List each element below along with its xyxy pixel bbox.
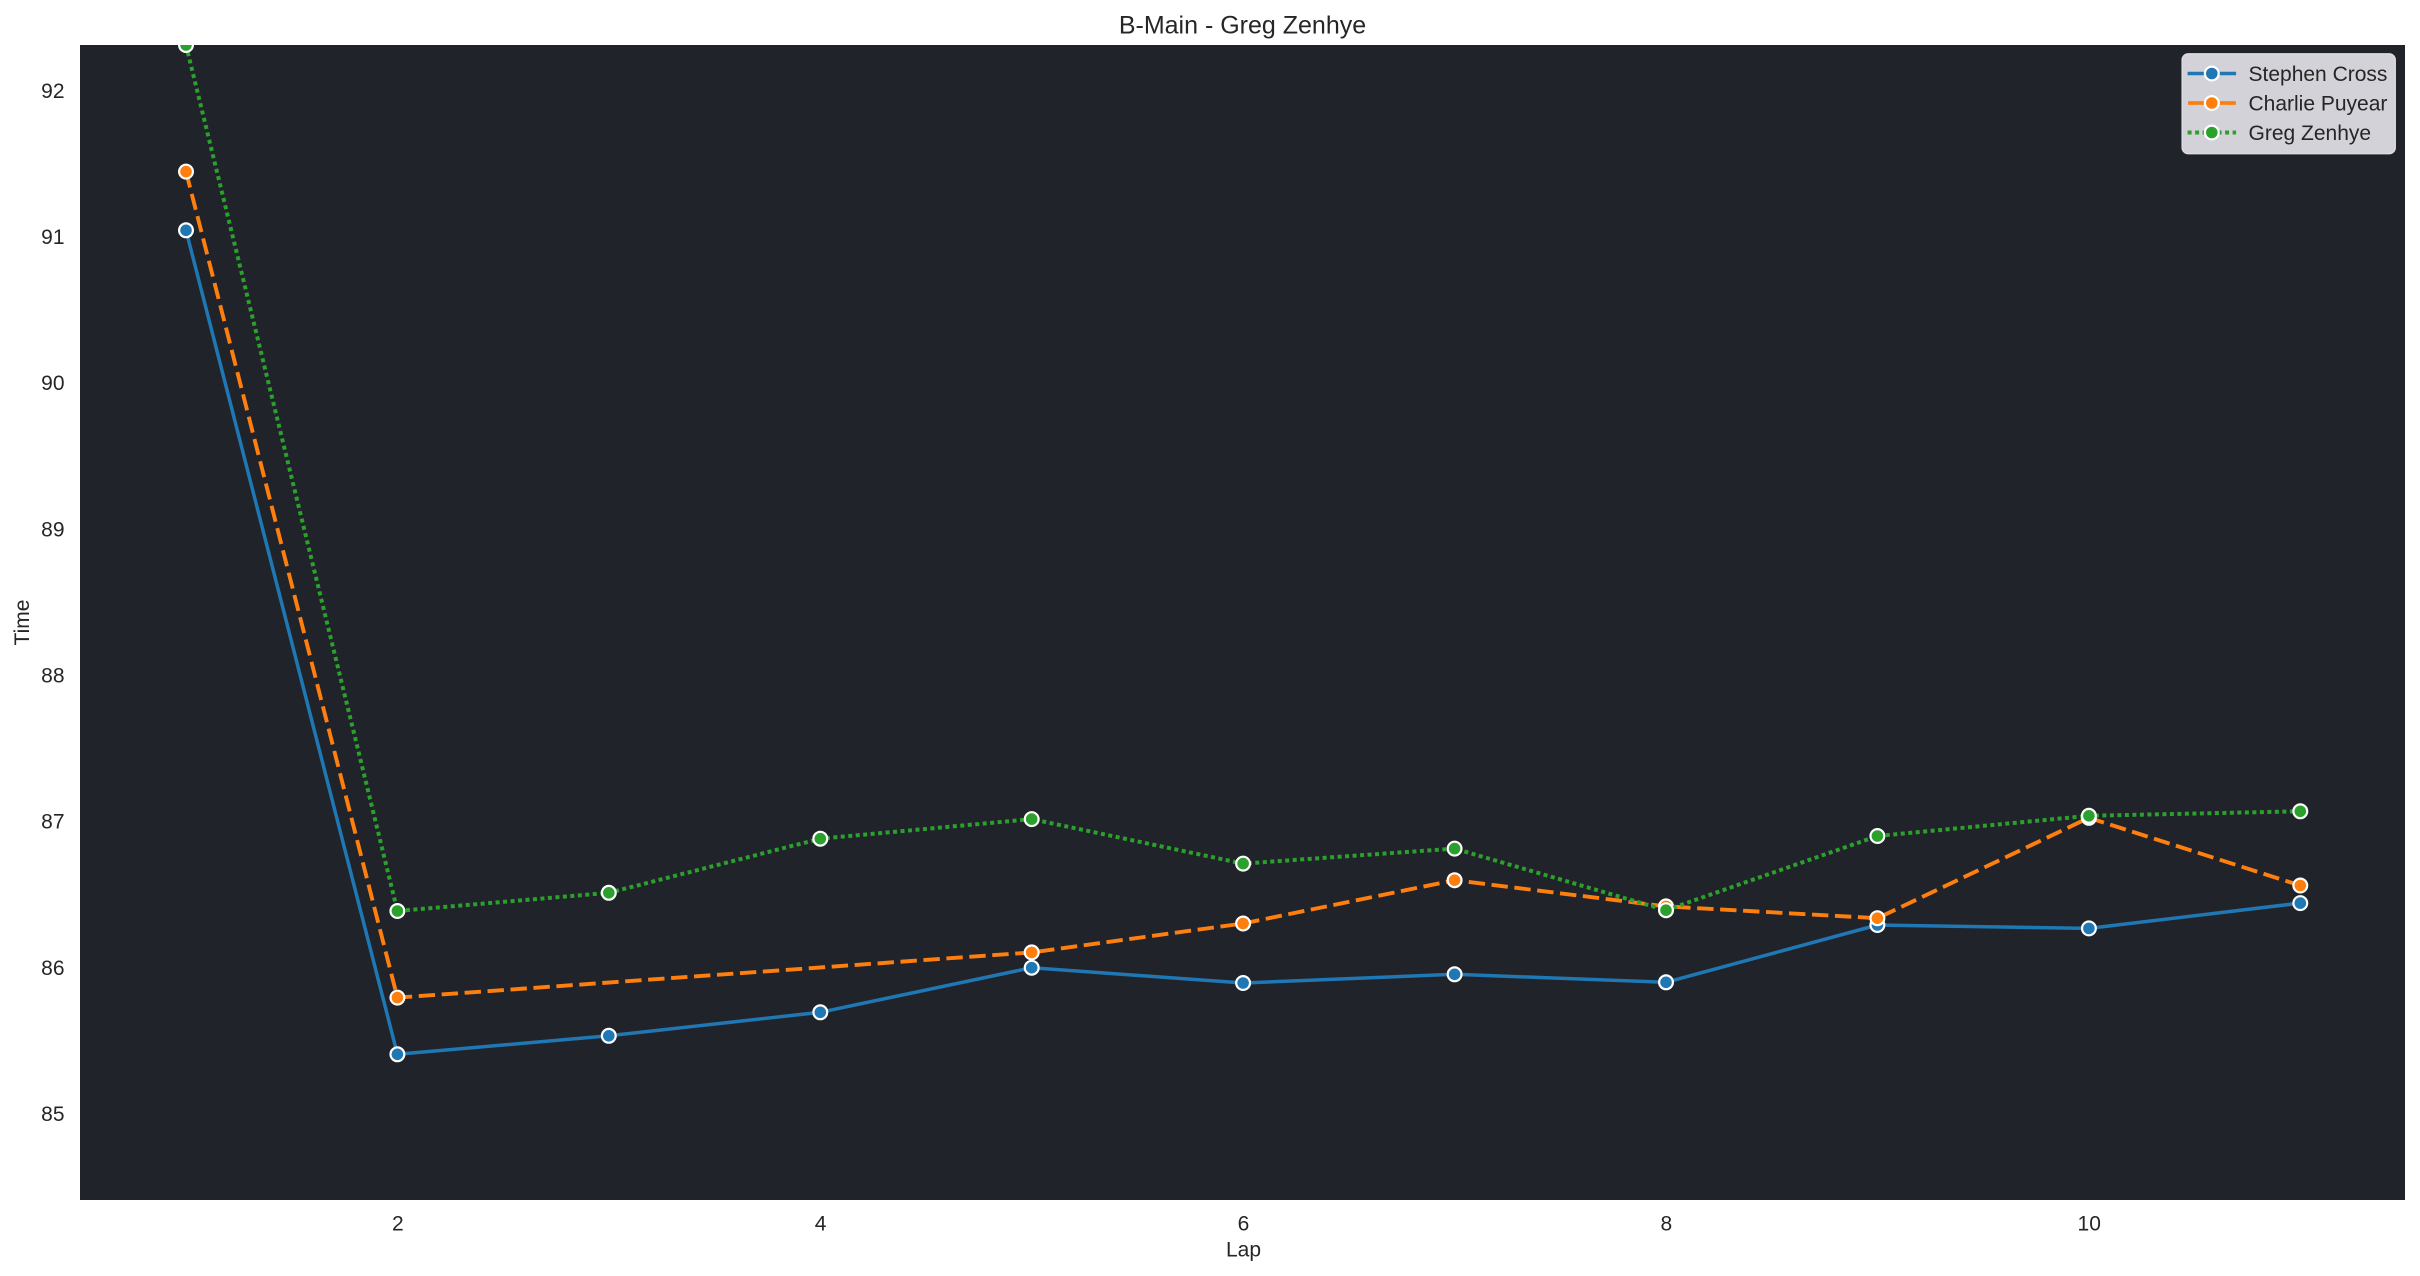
svg-text:B-Main - Greg Zenhye: B-Main - Greg Zenhye: [1119, 12, 1366, 40]
svg-text:8: 8: [1660, 1212, 1672, 1235]
svg-text:91: 91: [41, 226, 64, 249]
svg-text:6: 6: [1238, 1212, 1250, 1235]
svg-text:87: 87: [41, 811, 64, 834]
svg-text:Stephen Cross: Stephen Cross: [2249, 63, 2388, 86]
svg-text:88: 88: [41, 665, 64, 688]
svg-text:86: 86: [41, 957, 64, 980]
svg-text:10: 10: [2078, 1212, 2101, 1235]
svg-text:4: 4: [815, 1212, 827, 1235]
svg-text:Lap: Lap: [1226, 1239, 1261, 1262]
svg-text:85: 85: [41, 1103, 64, 1126]
svg-text:Time: Time: [11, 600, 34, 646]
svg-text:Charlie Puyear: Charlie Puyear: [2249, 92, 2388, 115]
svg-text:92: 92: [41, 80, 64, 103]
svg-text:Greg Zenhye: Greg Zenhye: [2249, 122, 2372, 145]
svg-text:90: 90: [41, 372, 64, 395]
svg-text:89: 89: [41, 518, 64, 541]
svg-text:2: 2: [392, 1212, 404, 1235]
